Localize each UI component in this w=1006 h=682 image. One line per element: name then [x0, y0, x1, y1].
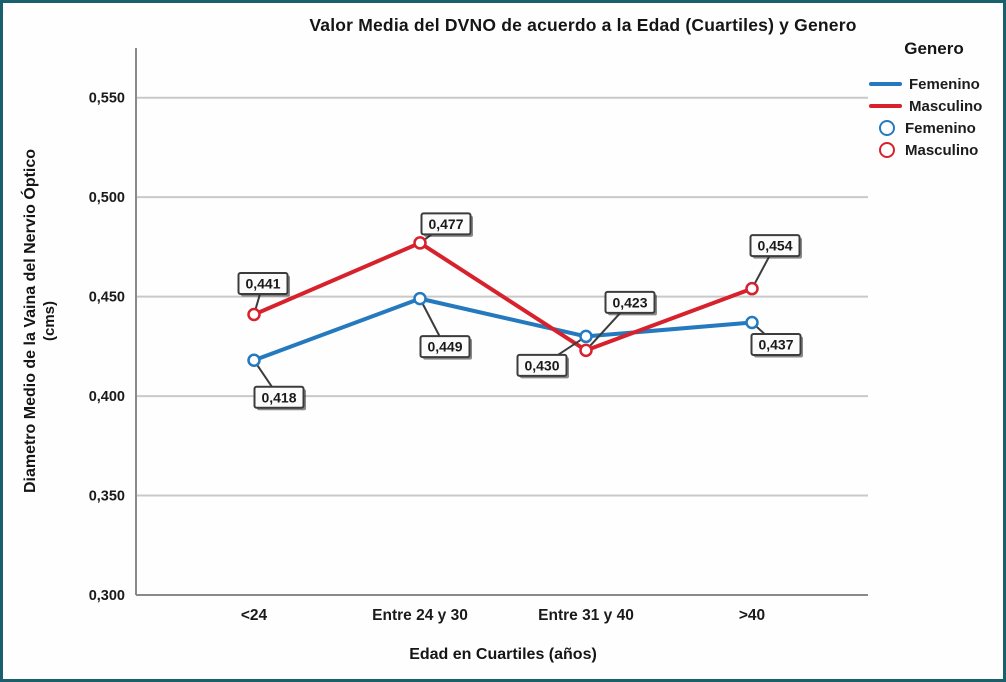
data-point-marker-masculino: [579, 343, 593, 358]
legend-entry-line-masculino: Masculino: [861, 95, 1003, 117]
data-label-value: 0,430: [524, 357, 559, 373]
legend-entry-marker-femenino: Femenino: [861, 117, 1003, 139]
x-axis-title: Edad en Cuartiles (años): [409, 646, 597, 663]
y-tick-label: 0,400: [89, 389, 125, 405]
y-tick-label: 0,300: [89, 588, 125, 604]
x-tick-label: >40: [739, 607, 765, 624]
x-tick-label: Entre 31 y 40: [538, 607, 634, 624]
data-label-box: [237, 272, 289, 296]
y-tick-label: 0,550: [89, 91, 125, 107]
legend-circle-swatch-femenino: [879, 120, 895, 136]
data-label-value: 0,437: [758, 336, 793, 352]
data-label-box: [749, 234, 801, 258]
data-label-value: 0,423: [612, 294, 647, 310]
data-point-marker-masculino: [745, 281, 759, 296]
plot-area: 0,300 0,350 0,400 0,450 0,500 0,550 <24 Entre 2…: [89, 48, 868, 624]
x-tick-label: Entre 24 y 30: [372, 607, 468, 624]
data-label-value: 0,454: [757, 238, 792, 254]
data-label-value: 0,477: [428, 216, 463, 232]
y-tick-label: 0,350: [89, 489, 125, 505]
data-label-box: [419, 335, 471, 359]
legend-label: Femenino: [905, 119, 976, 137]
y-axis-title-unit: (cms): [41, 301, 58, 342]
legend-title: Genero: [904, 39, 964, 58]
data-point-marker-femenino: [579, 329, 593, 344]
data-point-marker-masculino: [413, 236, 427, 250]
y-axis-title-text: Diametro Medio de la Vaina del Nervio Óp…: [22, 148, 39, 494]
data-label-value: 0,449: [427, 339, 462, 355]
legend-line-swatch-masculino: [869, 104, 902, 108]
legend-circle-swatch-masculino: [879, 142, 895, 158]
data-label-box: [420, 212, 472, 236]
legend-label: Masculino: [905, 141, 979, 159]
legend-entry-marker-masculino: Masculino: [861, 139, 1003, 161]
y-tick-label: 0,500: [89, 190, 125, 206]
legend-label: Femenino: [909, 75, 980, 93]
data-point-marker-femenino: [247, 353, 261, 368]
y-axis-title: Diametro Medio de la Vaina del Nervio Óp…: [21, 41, 65, 601]
legend: Genero Femenino Masculino Femenino Mascu…: [861, 39, 1003, 161]
legend-label: Masculino: [909, 97, 983, 115]
data-label-value: 0,418: [261, 389, 296, 405]
data-label-value: 0,441: [245, 276, 280, 292]
data-point-marker-femenino: [745, 315, 759, 330]
data-label-box: [516, 353, 568, 377]
chart-title: Valor Media del DVNO de acuerdo a la Eda…: [309, 15, 857, 35]
y-tick-label: 0,450: [89, 290, 125, 306]
legend-line-swatch-femenino: [869, 82, 902, 86]
legend-entry-line-femenino: Femenino: [861, 73, 1003, 95]
data-point-marker-masculino: [247, 307, 261, 322]
series-line-femenino: [252, 296, 754, 363]
x-tick-label: <24: [241, 607, 268, 624]
series-line-masculino: [252, 240, 754, 353]
data-label-box: [750, 332, 802, 356]
data-point-marker-femenino: [413, 291, 427, 306]
data-label-box: [604, 290, 656, 314]
data-label-box: [253, 385, 305, 409]
